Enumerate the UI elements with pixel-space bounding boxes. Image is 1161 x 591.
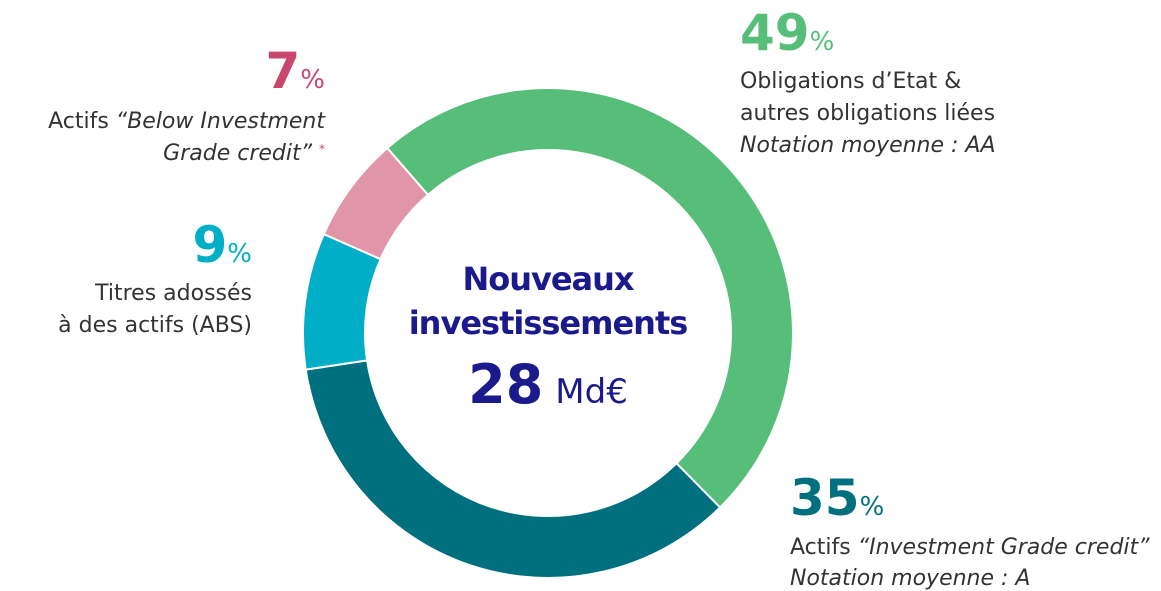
segment-label: Actifs “Below Investment (48, 109, 326, 134)
segment-label: Grade credit” * (163, 141, 325, 166)
value-label: 9% (192, 216, 252, 274)
value-unit: % (300, 65, 325, 95)
donut-segment (322, 146, 430, 261)
value-unit: % (810, 27, 835, 57)
value-number: 49 (740, 4, 810, 62)
label-part: Obligations d’Etat & (740, 69, 961, 94)
label-part: Titres adossés (94, 281, 252, 306)
value-label: 7% (265, 42, 325, 100)
label-part: à des actifs (ABS) (58, 313, 252, 338)
value-number: 35 (790, 469, 860, 527)
donut-segment (385, 87, 794, 509)
label-part: Notation moyenne : A (790, 566, 1030, 591)
segment-label: Obligations d’Etat & (740, 69, 961, 94)
label-part: Notation moyenne : AA (740, 133, 996, 158)
amount: 28 (468, 353, 543, 416)
amount-unit: Md€ (555, 372, 628, 412)
center-title: Nouveaux (462, 260, 634, 298)
center-title: investissements (409, 304, 688, 342)
segment-label: à des actifs (ABS) (58, 313, 252, 338)
segment-label: Titres adossés (94, 281, 252, 306)
label-part: “Below Investment (116, 109, 327, 134)
value-unit: % (227, 239, 252, 269)
label-part: “Investment Grade credit” (858, 535, 1150, 560)
value-label: 49% (740, 4, 834, 62)
label-part: Grade credit” (163, 141, 319, 166)
value-number: 9 (192, 216, 227, 274)
segment-label: Notation moyenne : AA (740, 133, 996, 158)
label-part: Actifs (790, 535, 858, 560)
segment-label: Notation moyenne : A (790, 566, 1030, 591)
value-unit: % (860, 492, 885, 522)
label-part: * (319, 142, 325, 156)
value-label: 35% (790, 469, 884, 527)
segment-label: Actifs “Investment Grade credit” (790, 535, 1150, 560)
label-part: autres obligations liées (740, 101, 995, 126)
segment-label: autres obligations liées (740, 101, 995, 126)
donut-segment (304, 359, 722, 579)
value-number: 7 (265, 42, 300, 100)
label-part: Actifs (48, 109, 116, 134)
center-amount: 28 Md€ (468, 353, 628, 416)
